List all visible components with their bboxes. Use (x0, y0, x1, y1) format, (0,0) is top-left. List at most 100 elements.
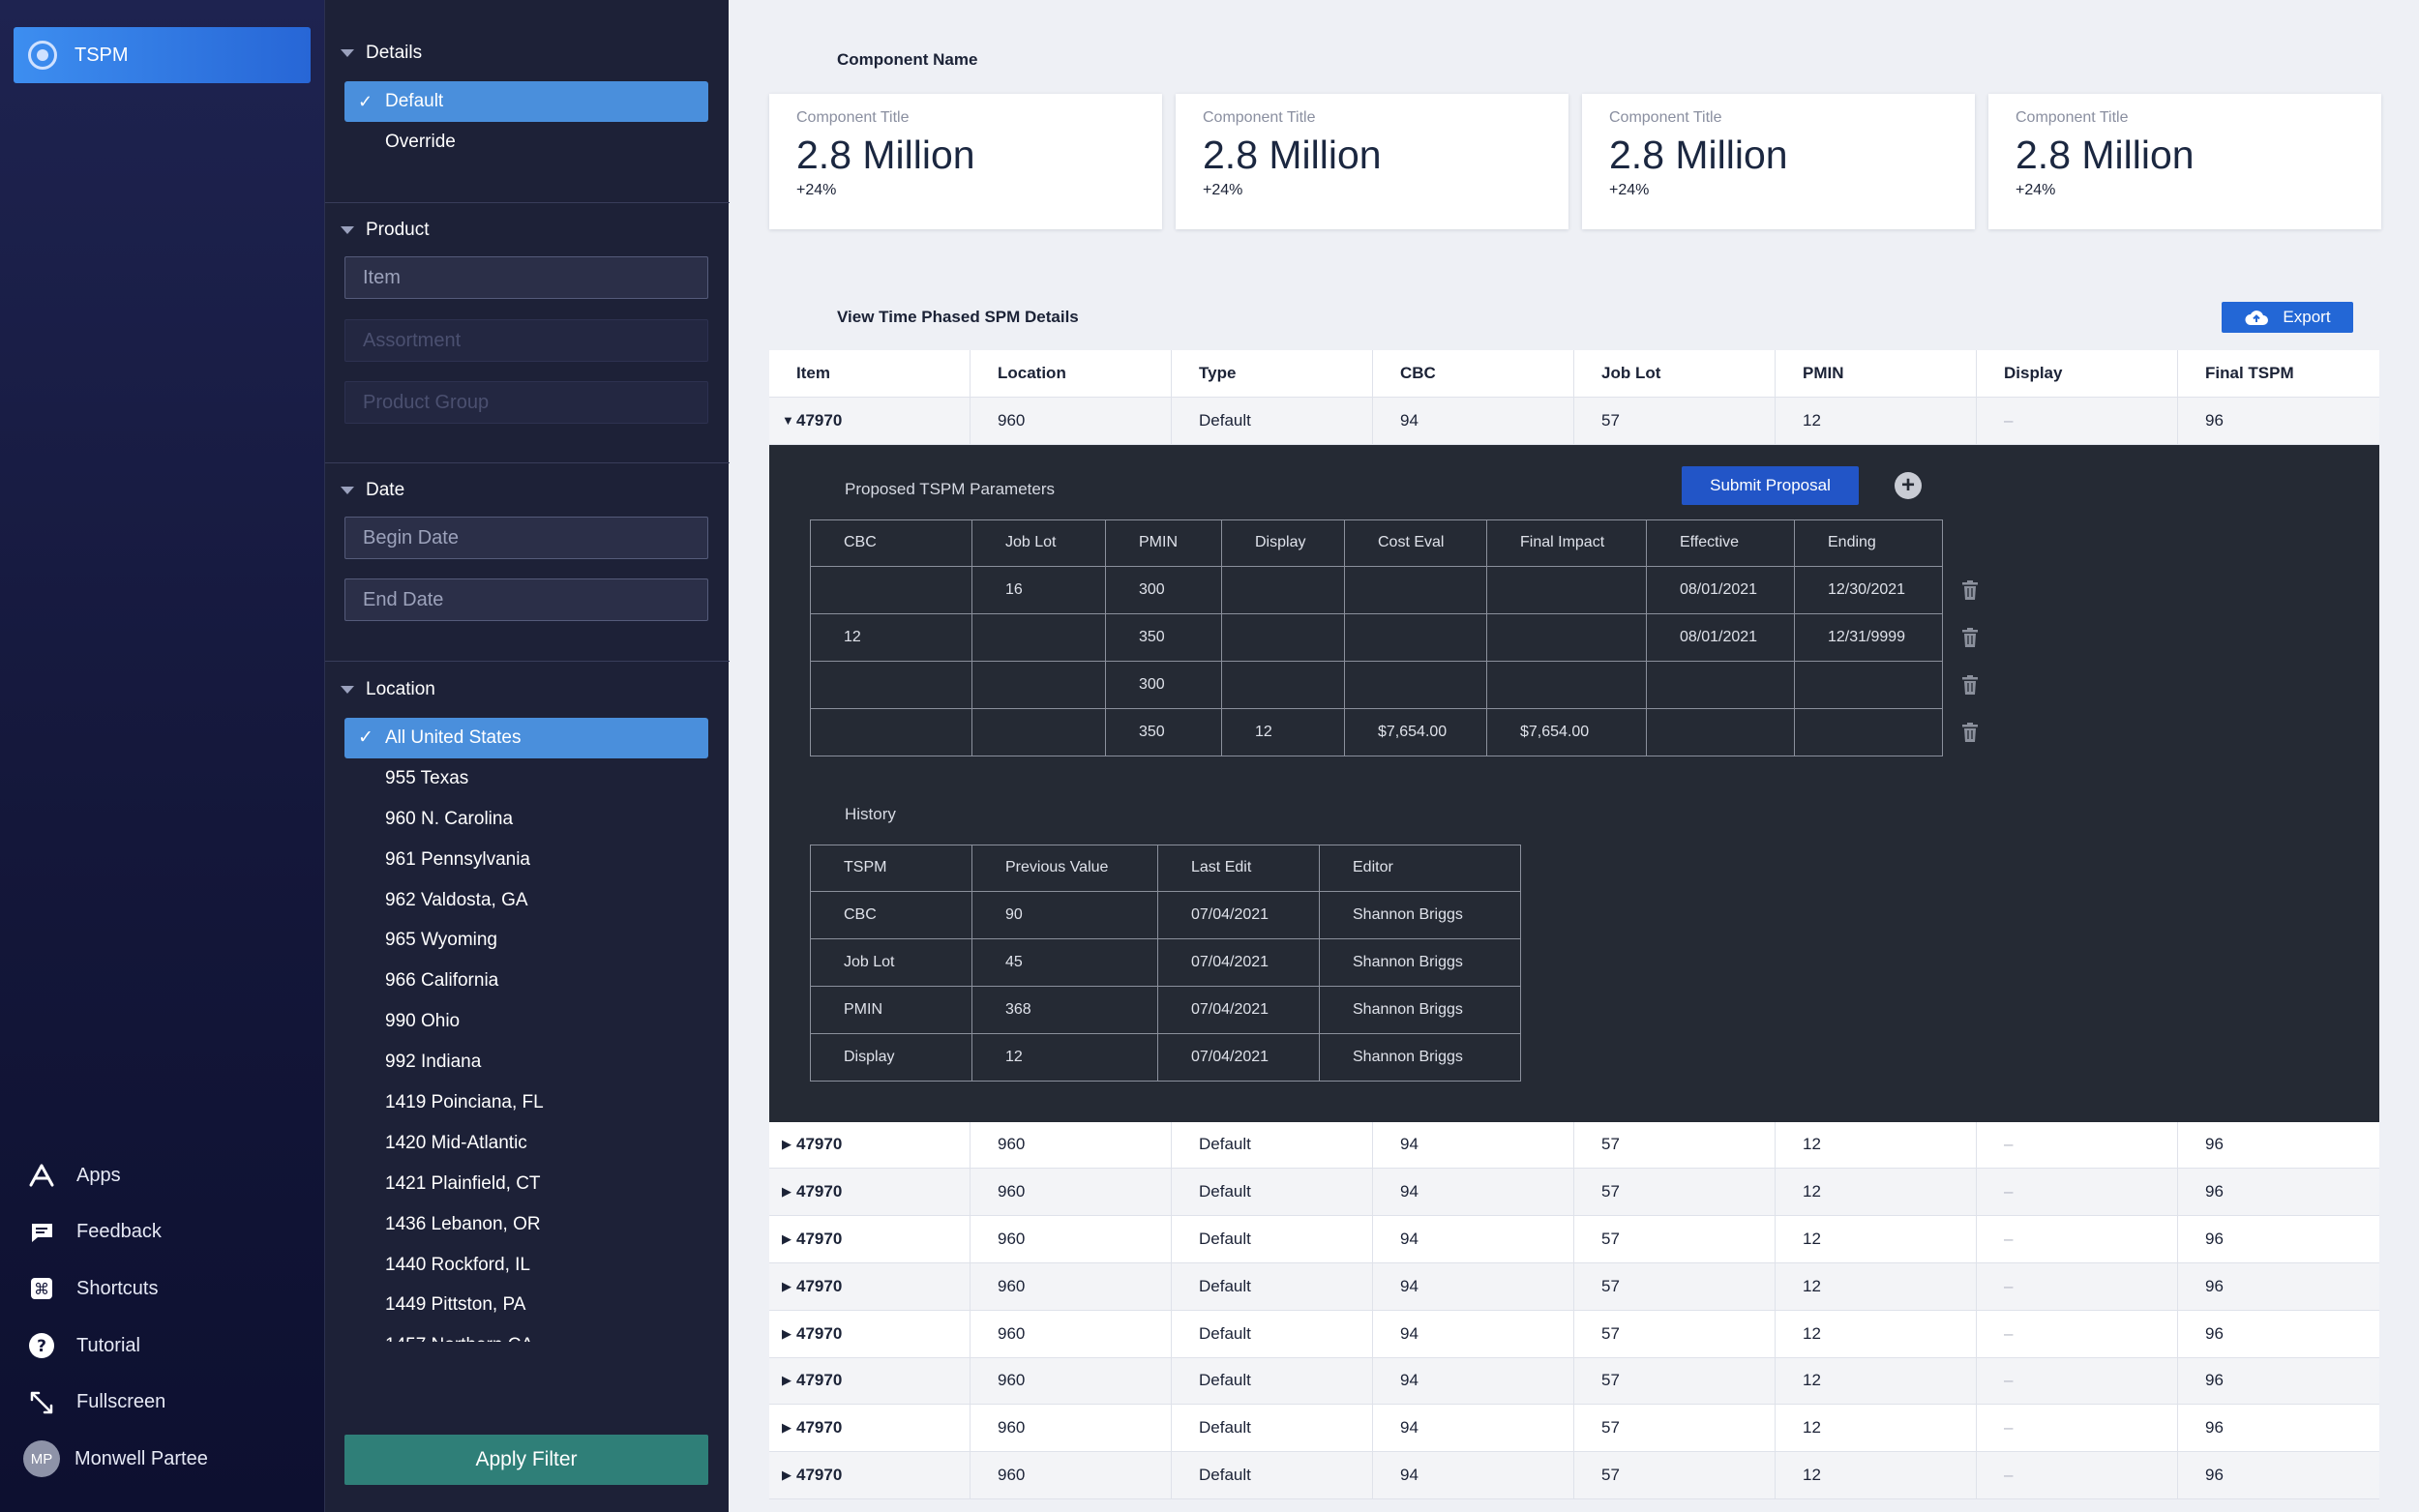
submit-proposal-button[interactable]: Submit Proposal (1682, 465, 1859, 505)
proposed-cell[interactable]: 300 (1105, 566, 1222, 615)
table-row[interactable]: ▶ 47970 960 Default 94 57 12 – 96 (769, 1357, 2379, 1406)
proposed-cell[interactable] (971, 707, 1106, 756)
details-option-default[interactable]: ✓ Default (344, 81, 708, 122)
proposed-cell[interactable]: 300 (1105, 660, 1222, 709)
location-option[interactable]: 961 Pennsylvania (344, 840, 708, 880)
proposed-cell[interactable] (1794, 660, 1943, 709)
caret-right-icon[interactable]: ▶ (782, 1231, 791, 1247)
proposed-cell[interactable]: $7,654.00 (1344, 707, 1487, 756)
proposed-cell[interactable]: 350 (1105, 707, 1222, 756)
add-row-icon[interactable]: + (1895, 471, 1922, 499)
proposed-cell[interactable]: 12/30/2021 (1794, 566, 1943, 615)
proposed-cell[interactable] (810, 660, 972, 709)
location-option[interactable]: 966 California (344, 961, 708, 1001)
location-option[interactable]: 1440 Rockford, IL (344, 1245, 708, 1286)
nav-link-tutorial[interactable]: ? Tutorial (0, 1318, 324, 1375)
proposed-cell[interactable] (1646, 660, 1795, 709)
column-header[interactable]: Final TSPM (2205, 363, 2294, 382)
date-section-toggle[interactable]: Date (341, 480, 404, 501)
proposed-cell[interactable] (971, 613, 1106, 662)
proposed-cell[interactable]: 12 (1221, 707, 1345, 756)
caret-right-icon[interactable]: ▶ (782, 1278, 791, 1293)
location-section-toggle[interactable]: Location (341, 679, 435, 700)
location-option[interactable]: 990 Ohio (344, 1001, 708, 1042)
nav-link-apps[interactable]: Apps (0, 1147, 324, 1204)
proposed-cell[interactable]: 16 (971, 566, 1106, 615)
product-section-toggle[interactable]: Product (341, 220, 429, 241)
location-option[interactable]: 960 N. Carolina (344, 799, 708, 840)
details-section-toggle[interactable]: Details (341, 43, 422, 64)
table-row[interactable]: ▶ 47970 960 Default 94 57 12 – 96 (769, 1169, 2379, 1217)
caret-down-icon[interactable]: ▼ (782, 413, 794, 429)
proposed-cell[interactable] (810, 566, 972, 615)
table-row[interactable]: ▶ 47970 960 Default 94 57 12 – 96 (769, 1216, 2379, 1263)
caret-right-icon[interactable]: ▶ (782, 1373, 791, 1388)
proposed-cell[interactable] (1221, 566, 1345, 615)
proposed-cell[interactable]: 08/01/2021 (1646, 613, 1795, 662)
nav-app-tspm[interactable]: TSPM (14, 27, 311, 83)
nav-link-shortcuts[interactable]: ⌘ Shortcuts (0, 1260, 324, 1318)
location-option[interactable]: 955 Texas (344, 758, 708, 799)
item-field[interactable]: Item (344, 256, 708, 299)
end-date-field[interactable]: End Date (344, 578, 708, 621)
apply-filter-button[interactable]: Apply Filter (344, 1435, 708, 1485)
location-option[interactable]: 965 Wyoming (344, 920, 708, 961)
column-header[interactable]: Type (1172, 350, 1373, 397)
caret-right-icon[interactable]: ▶ (782, 1420, 791, 1436)
nav-link-fullscreen[interactable]: Fullscreen (0, 1374, 324, 1431)
proposed-cell[interactable] (1344, 613, 1487, 662)
proposed-cell[interactable] (1486, 660, 1647, 709)
table-row[interactable]: ▶ 47970 960 Default 94 57 12 – 96 (769, 1405, 2379, 1453)
table-row[interactable]: ▼ 47970 960 Default 94 57 12 – 96 (769, 397, 2379, 445)
feedback-icon (26, 1217, 57, 1248)
trash-icon[interactable] (1961, 722, 1979, 742)
proposed-cell[interactable]: $7,654.00 (1486, 707, 1647, 756)
proposed-cell[interactable]: 12/31/9999 (1794, 613, 1943, 662)
column-header[interactable]: Location (971, 350, 1172, 397)
proposed-cell[interactable] (810, 707, 972, 756)
caret-right-icon[interactable]: ▶ (782, 1184, 791, 1200)
table-row[interactable]: ▶ 47970 960 Default 94 57 12 – 96 (769, 1121, 2379, 1170)
column-header[interactable]: Item (769, 350, 971, 397)
location-option[interactable]: 1419 Poinciana, FL (344, 1082, 708, 1123)
column-header[interactable]: Display (1977, 350, 2178, 397)
location-list[interactable]: ✓ All United States 955 Texas 960 N. Caroli… (344, 718, 708, 1342)
caret-right-icon[interactable]: ▶ (782, 1325, 791, 1341)
proposed-cell[interactable] (1221, 660, 1345, 709)
caret-right-icon[interactable]: ▶ (782, 1137, 791, 1152)
proposed-cell[interactable] (1344, 566, 1487, 615)
location-option[interactable]: 1436 Lebanon, OR (344, 1204, 708, 1245)
proposed-cell[interactable] (1646, 707, 1795, 756)
trash-icon[interactable] (1961, 580, 1979, 601)
caret-right-icon[interactable]: ▶ (782, 1468, 791, 1483)
column-header[interactable]: Job Lot (1574, 350, 1776, 397)
location-option[interactable]: 1420 Mid-Atlantic (344, 1123, 708, 1164)
nav-user[interactable]: MP Monwell Partee (0, 1431, 324, 1488)
proposed-cell[interactable]: 350 (1105, 613, 1222, 662)
table-row[interactable]: ▶ 47970 960 Default 94 57 12 – 96 (769, 1452, 2379, 1499)
location-option[interactable]: 962 Valdosta, GA (344, 880, 708, 921)
column-header[interactable]: CBC (1373, 350, 1574, 397)
details-option-override[interactable]: Override (344, 122, 708, 163)
column-header[interactable]: PMIN (1776, 350, 1977, 397)
nav-link-feedback[interactable]: Feedback (0, 1204, 324, 1261)
table-row[interactable]: ▶ 47970 960 Default 94 57 12 – 96 (769, 1262, 2379, 1311)
proposed-cell[interactable] (1344, 660, 1487, 709)
proposed-cell[interactable] (1794, 707, 1943, 756)
location-option[interactable]: 1457 Northern CA (344, 1325, 708, 1342)
proposed-cell[interactable]: 08/01/2021 (1646, 566, 1795, 615)
location-option[interactable]: 992 Indiana (344, 1042, 708, 1082)
location-option[interactable]: ✓ All United States (344, 718, 708, 758)
trash-icon[interactable] (1961, 628, 1979, 648)
proposed-cell[interactable] (1486, 566, 1647, 615)
begin-date-field[interactable]: Begin Date (344, 517, 708, 559)
location-option[interactable]: 1449 Pittston, PA (344, 1285, 708, 1325)
location-option[interactable]: 1421 Plainfield, CT (344, 1164, 708, 1204)
proposed-cell[interactable] (1221, 613, 1345, 662)
proposed-cell[interactable] (971, 660, 1106, 709)
proposed-cell[interactable] (1486, 613, 1647, 662)
trash-icon[interactable] (1961, 674, 1979, 695)
export-button[interactable]: Export (2222, 302, 2353, 333)
table-row[interactable]: ▶ 47970 960 Default 94 57 12 – 96 (769, 1310, 2379, 1358)
proposed-cell[interactable]: 12 (810, 613, 972, 662)
